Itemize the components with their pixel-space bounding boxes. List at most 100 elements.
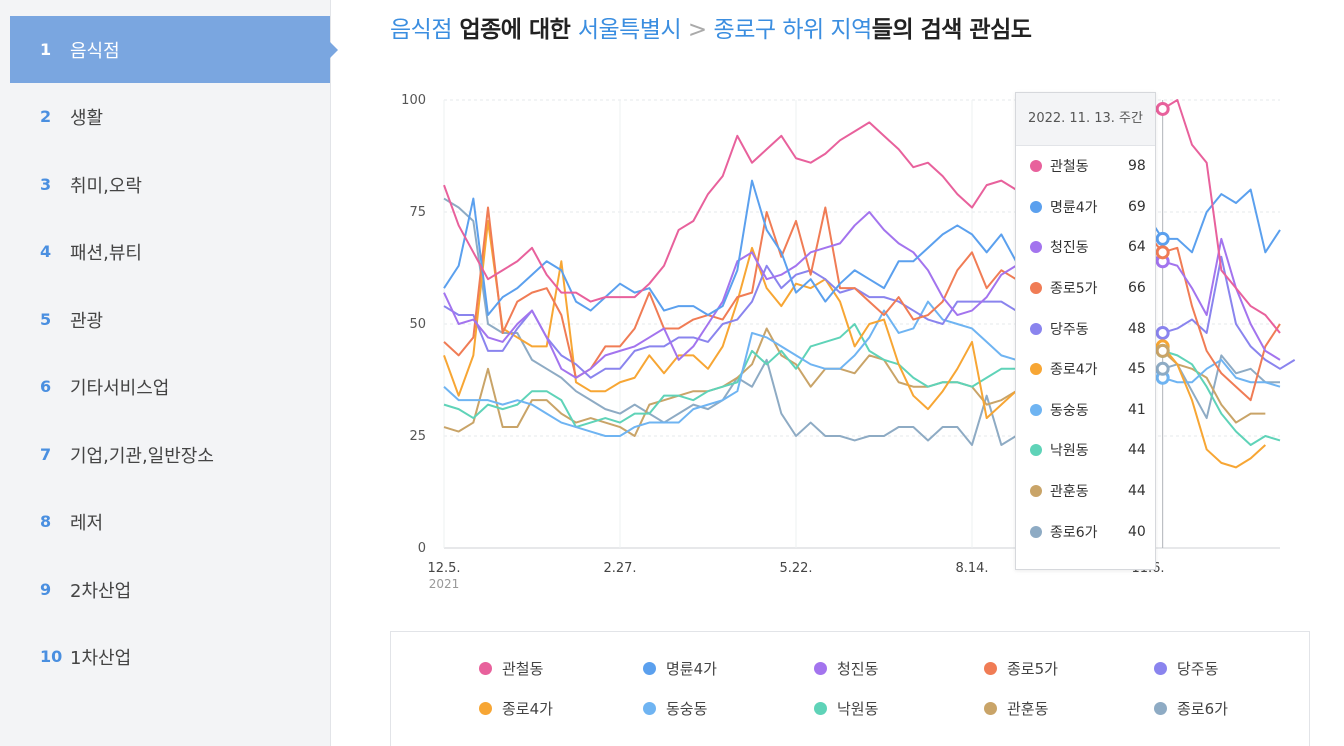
sidebar-item-number: 1 xyxy=(40,40,52,59)
sidebar-item-label: 패션,뷰티 xyxy=(70,242,142,264)
legend-color-dot xyxy=(1154,702,1167,715)
series-color-dot xyxy=(1030,160,1042,173)
sidebar-item-label: 1차산업 xyxy=(70,647,132,669)
legend-item[interactable]: 동숭동 xyxy=(643,698,707,719)
tooltip-series-name: 관철동 xyxy=(1050,159,1089,176)
tooltip-series-value: 64 xyxy=(1128,239,1146,256)
legend-color-dot xyxy=(814,662,827,675)
tooltip-series-name: 청진동 xyxy=(1050,240,1089,257)
sidebar-item-tourism[interactable]: 5 관광 xyxy=(10,286,330,353)
title-text-1: 업종에 대한 xyxy=(451,17,578,43)
legend-item[interactable]: 종로4가 xyxy=(479,698,553,719)
hover-marker-당주동 xyxy=(1155,325,1170,340)
title-region: 종로구 하위 지역 xyxy=(713,17,873,43)
sidebar-item-other-services[interactable]: 6 기타서비스업 xyxy=(10,353,330,420)
sidebar-item-label: 기타서비스업 xyxy=(70,377,170,399)
sidebar-item-restaurant[interactable]: 1 음식점 xyxy=(10,16,338,83)
legend-color-dot xyxy=(479,702,492,715)
legend-color-dot xyxy=(479,662,492,675)
sidebar-item-number: 9 xyxy=(40,580,52,599)
tooltip-row: 명륜4가 69 xyxy=(1016,187,1155,228)
series-color-dot xyxy=(1030,485,1042,498)
legend-item[interactable]: 당주동 xyxy=(1154,658,1218,679)
tooltip-row: 관철동 98 xyxy=(1016,146,1155,187)
hover-marker-관철동 xyxy=(1155,101,1170,116)
sidebar-item-primary-industry[interactable]: 10 1차산업 xyxy=(10,623,330,690)
sidebar-item-secondary-industry[interactable]: 9 2차산업 xyxy=(10,556,330,623)
hover-tooltip: 2022. 11. 13. 주간 관철동 98 명륜4가 69 청진동 64 종로5가 66 당… xyxy=(1015,92,1156,570)
title-category: 음식점 xyxy=(390,17,452,43)
sidebar-item-label: 레저 xyxy=(70,512,104,534)
legend-color-dot xyxy=(814,702,827,715)
hover-marker-종로6가 xyxy=(1155,361,1170,376)
tooltip-series-name: 종로5가 xyxy=(1050,281,1098,298)
hover-marker-명륜4가 xyxy=(1155,231,1170,246)
sidebar-item-living[interactable]: 2 생활 xyxy=(10,83,330,150)
legend-label: 청진동 xyxy=(837,660,879,678)
sidebar-item-label: 기업,기관,일반장소 xyxy=(70,445,214,467)
series-color-dot xyxy=(1030,525,1042,538)
tooltip-series-value: 69 xyxy=(1128,198,1146,215)
legend-color-dot xyxy=(984,662,997,675)
tooltip-series-name: 명륜4가 xyxy=(1050,199,1098,216)
x-tick-label: 2.27. xyxy=(603,561,636,576)
tooltip-series-value: 98 xyxy=(1128,158,1146,175)
y-tick-label: 50 xyxy=(409,317,426,332)
tooltip-series-value: 41 xyxy=(1128,401,1146,418)
y-tick-label: 75 xyxy=(409,205,426,220)
tooltip-series-name: 낙원동 xyxy=(1050,443,1089,460)
sidebar-item-number: 4 xyxy=(40,242,52,261)
series-color-dot xyxy=(1030,363,1042,376)
tooltip-row: 종로4가 45 xyxy=(1016,349,1155,390)
sidebar-item-hobby[interactable]: 3 취미,오락 xyxy=(10,151,330,218)
legend-label: 종로6가 xyxy=(1177,700,1228,718)
series-color-dot xyxy=(1030,322,1042,335)
sidebar-item-number: 8 xyxy=(40,512,52,531)
sidebar-item-number: 3 xyxy=(40,175,52,194)
legend-item[interactable]: 관철동 xyxy=(479,658,543,679)
tooltip-series-value: 48 xyxy=(1128,320,1146,337)
sidebar-item-label: 생활 xyxy=(70,107,104,129)
sidebar-item-label: 취미,오락 xyxy=(70,175,142,197)
y-tick-label: 0 xyxy=(418,541,426,556)
tooltip-series-name: 당주동 xyxy=(1050,321,1089,338)
legend-item[interactable]: 명륜4가 xyxy=(643,658,717,679)
series-color-dot xyxy=(1030,282,1042,295)
sidebar-item-business[interactable]: 7 기업,기관,일반장소 xyxy=(10,421,330,488)
legend-item[interactable]: 관훈동 xyxy=(984,698,1048,719)
tooltip-rows: 관철동 98 명륜4가 69 청진동 64 종로5가 66 당주동 48 종로4가 45 동숭동 41 낙원… xyxy=(1016,146,1155,552)
x-tick-label: 12.5. xyxy=(427,561,460,576)
sidebar-item-number: 7 xyxy=(40,445,52,464)
tooltip-series-value: 66 xyxy=(1128,280,1146,297)
tooltip-series-name: 종로4가 xyxy=(1050,362,1098,379)
legend-color-dot xyxy=(984,702,997,715)
hover-marker-종로5가 xyxy=(1155,245,1170,260)
x-tick-label: 5.22. xyxy=(779,561,812,576)
x-tick-label: 8.14. xyxy=(955,561,988,576)
category-sidebar: 1 음식점 2 생활 3 취미,오락 4 패션,뷰티 5 관광 6 기타서비스업… xyxy=(0,0,338,746)
tooltip-row: 관훈동 44 xyxy=(1016,471,1155,512)
sidebar-item-fashion[interactable]: 4 패션,뷰티 xyxy=(10,218,330,285)
legend-label: 관철동 xyxy=(502,660,544,678)
chart-title: 음식점 업종에 대한 서울특별시 > 종로구 하위 지역들의 검색 관심도 xyxy=(390,10,1032,44)
series-color-dot xyxy=(1030,403,1042,416)
title-city: 서울특별시 xyxy=(577,17,682,43)
tooltip-series-name: 종로6가 xyxy=(1050,524,1098,541)
sidebar-item-leisure[interactable]: 8 레저 xyxy=(10,488,330,555)
tooltip-series-value: 45 xyxy=(1128,361,1146,378)
legend-item[interactable]: 종로6가 xyxy=(1154,698,1228,719)
y-tick-label: 100 xyxy=(401,93,426,108)
tooltip-series-value: 44 xyxy=(1128,483,1146,500)
tooltip-row: 종로6가 40 xyxy=(1016,511,1155,552)
legend-item[interactable]: 종로5가 xyxy=(984,658,1058,679)
legend-label: 당주동 xyxy=(1177,660,1219,678)
legend-label: 종로4가 xyxy=(502,700,553,718)
tooltip-series-value: 44 xyxy=(1128,442,1146,459)
title-separator: > xyxy=(681,17,714,43)
tooltip-row: 동숭동 41 xyxy=(1016,390,1155,431)
tooltip-row: 청진동 64 xyxy=(1016,227,1155,268)
legend-item[interactable]: 청진동 xyxy=(814,658,878,679)
legend-item[interactable]: 낙원동 xyxy=(814,698,878,719)
